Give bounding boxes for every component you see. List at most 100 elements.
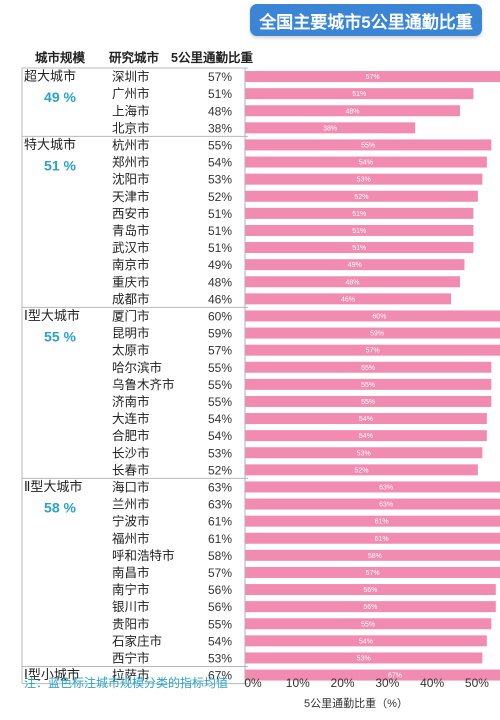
city-label: 银川市: [112, 599, 150, 614]
value-label: 59%: [208, 327, 232, 341]
bar-inner-label: 54%: [359, 160, 373, 167]
city-label: 太原市: [112, 343, 150, 358]
group-label: Ⅰ型小城市: [24, 667, 80, 682]
x-tick-label: 50%: [465, 676, 489, 690]
value-label: 55%: [208, 617, 232, 631]
bar: [245, 498, 500, 510]
bar-inner-label: 59%: [370, 331, 384, 338]
bar: [245, 293, 452, 305]
value-label: 54%: [208, 412, 232, 426]
city-label: 武汉市: [112, 240, 150, 255]
chart-note: 注：蓝色标注城市规模分类的指标均值: [24, 675, 228, 690]
bar-inner-label: 55%: [361, 399, 375, 406]
city-label: 长春市: [112, 462, 150, 477]
bar: [245, 601, 496, 613]
value-label: 57%: [208, 70, 232, 84]
bar-inner-label: 52%: [354, 467, 368, 474]
bar: [245, 88, 474, 100]
city-label: 合肥市: [112, 428, 150, 443]
bar: [245, 71, 500, 83]
x-tick-label: 20%: [331, 676, 355, 690]
value-label: 60%: [208, 309, 232, 323]
bar-inner-label: 58%: [368, 553, 382, 560]
group-average: 49 %: [44, 89, 76, 105]
city-label: 广州市: [112, 86, 150, 101]
value-label: 54%: [208, 429, 232, 443]
value-label: 58%: [208, 549, 232, 563]
value-label: 53%: [208, 446, 232, 460]
city-label: 福州市: [112, 531, 150, 546]
bar: [245, 139, 492, 151]
city-label: 海口市: [112, 479, 150, 494]
city-label: 石家庄市: [112, 633, 162, 648]
city-label: 郑州市: [112, 155, 150, 170]
bar-inner-label: 63%: [379, 484, 393, 491]
bar: [245, 566, 500, 578]
bar: [245, 190, 478, 202]
value-label: 51%: [208, 87, 232, 101]
bar-inner-label: 48%: [345, 279, 359, 286]
value-label: 53%: [208, 173, 232, 187]
value-label: 54%: [208, 156, 232, 170]
bar-inner-label: 51%: [352, 228, 366, 235]
value-label: 52%: [208, 190, 232, 204]
bar-inner-label: 46%: [341, 296, 355, 303]
bar-inner-label: 53%: [357, 655, 371, 662]
value-label: 55%: [208, 378, 232, 392]
city-label: 哈尔滨市: [112, 360, 162, 375]
bar: [245, 584, 496, 596]
value-label: 55%: [208, 395, 232, 409]
city-label: 大连市: [112, 411, 150, 426]
bar: [245, 549, 500, 561]
city-label: 济南市: [112, 394, 150, 409]
bar: [245, 532, 500, 544]
bar-inner-label: 57%: [366, 74, 380, 81]
city-label: 乌鲁木齐市: [112, 377, 175, 392]
x-axis-label: 5公里通勤比重（%）: [304, 696, 408, 710]
bar-inner-label: 67%: [388, 673, 402, 680]
bar: [245, 481, 500, 493]
value-label: 56%: [208, 583, 232, 597]
bar: [245, 464, 478, 476]
value-label: 51%: [208, 224, 232, 238]
value-label: 55%: [208, 138, 232, 152]
value-label: 57%: [208, 344, 232, 358]
chart-title: 全国主要城市5公里通勤比重: [250, 4, 482, 36]
value-label: 49%: [208, 258, 232, 272]
bar: [245, 207, 474, 219]
city-label: 呼和浩特市: [112, 548, 175, 563]
bar: [245, 635, 487, 647]
group-label: Ⅱ型大城市: [24, 479, 82, 494]
group-average: 58 %: [44, 499, 76, 515]
x-tick-label: 30%: [375, 676, 399, 690]
value-label: 56%: [208, 600, 232, 614]
value-label: 38%: [208, 121, 232, 135]
bar: [245, 156, 487, 168]
value-label: 53%: [208, 651, 232, 665]
city-label: 南昌市: [112, 565, 150, 580]
city-label: 厦门市: [112, 308, 150, 323]
value-label: 48%: [208, 104, 232, 118]
group-average: 55 %: [44, 328, 76, 344]
bar: [245, 378, 492, 390]
bar: [245, 310, 500, 322]
bar: [245, 259, 465, 271]
bar-inner-label: 61%: [375, 536, 389, 543]
bar-inner-label: 38%: [323, 125, 337, 132]
bar: [245, 122, 416, 134]
value-label: 55%: [208, 361, 232, 375]
city-label: 南京市: [112, 257, 150, 272]
bar-inner-label: 55%: [361, 142, 375, 149]
bar-inner-label: 53%: [357, 450, 371, 457]
city-label: 南宁市: [112, 582, 150, 597]
city-label: 长沙市: [112, 445, 150, 460]
bar: [245, 361, 492, 373]
bar: [245, 344, 500, 356]
city-label: 杭州市: [112, 137, 150, 152]
bar: [245, 276, 460, 288]
bar-inner-label: 54%: [359, 638, 373, 645]
group-average: 51 %: [44, 157, 76, 173]
group-label: Ⅰ型大城市: [24, 308, 80, 323]
city-label: 西安市: [112, 206, 150, 221]
group-label: 超大城市: [24, 69, 76, 84]
